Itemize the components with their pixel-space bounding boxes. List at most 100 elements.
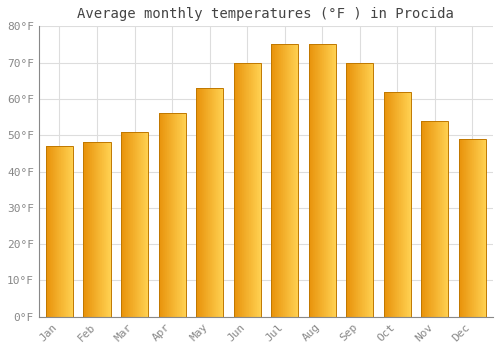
Bar: [368, 63, 370, 317]
Bar: [208, 88, 209, 317]
Bar: [441, 121, 442, 317]
Bar: [308, 44, 336, 317]
Bar: [144, 132, 146, 317]
Bar: [176, 113, 177, 317]
Bar: [280, 44, 281, 317]
Bar: [362, 63, 363, 317]
Bar: [327, 44, 328, 317]
Bar: [243, 63, 244, 317]
Bar: [240, 63, 241, 317]
Bar: [164, 113, 166, 317]
Bar: [396, 92, 398, 317]
Bar: [445, 121, 446, 317]
Bar: [358, 63, 359, 317]
Bar: [135, 132, 136, 317]
Bar: [465, 139, 466, 317]
Bar: [256, 63, 258, 317]
Bar: [438, 121, 439, 317]
Bar: [480, 139, 482, 317]
Bar: [430, 121, 431, 317]
Bar: [408, 92, 409, 317]
Bar: [293, 44, 294, 317]
Bar: [404, 92, 405, 317]
Bar: [359, 63, 360, 317]
Bar: [275, 44, 276, 317]
Bar: [93, 142, 94, 317]
Bar: [400, 92, 402, 317]
Bar: [295, 44, 296, 317]
Bar: [134, 132, 136, 317]
Bar: [388, 92, 390, 317]
Bar: [369, 63, 370, 317]
Bar: [178, 113, 179, 317]
Bar: [422, 121, 424, 317]
Bar: [249, 63, 250, 317]
Bar: [132, 132, 134, 317]
Bar: [328, 44, 329, 317]
Bar: [331, 44, 332, 317]
Bar: [334, 44, 335, 317]
Bar: [137, 132, 138, 317]
Bar: [346, 63, 374, 317]
Bar: [461, 139, 462, 317]
Bar: [99, 142, 100, 317]
Bar: [314, 44, 315, 317]
Bar: [71, 146, 72, 317]
Bar: [289, 44, 290, 317]
Title: Average monthly temperatures (°F ) in Procida: Average monthly temperatures (°F ) in Pr…: [78, 7, 454, 21]
Bar: [476, 139, 477, 317]
Bar: [252, 63, 254, 317]
Bar: [142, 132, 144, 317]
Bar: [473, 139, 474, 317]
Bar: [333, 44, 334, 317]
Bar: [60, 146, 61, 317]
Bar: [108, 142, 109, 317]
Bar: [234, 63, 235, 317]
Bar: [347, 63, 348, 317]
Bar: [210, 88, 211, 317]
Bar: [431, 121, 432, 317]
Bar: [318, 44, 319, 317]
Bar: [46, 146, 73, 317]
Bar: [272, 44, 274, 317]
Bar: [471, 139, 472, 317]
Bar: [292, 44, 293, 317]
Bar: [236, 63, 237, 317]
Bar: [86, 142, 87, 317]
Bar: [390, 92, 392, 317]
Bar: [46, 146, 48, 317]
Bar: [325, 44, 326, 317]
Bar: [94, 142, 95, 317]
Bar: [238, 63, 239, 317]
Bar: [177, 113, 178, 317]
Bar: [70, 146, 71, 317]
Bar: [63, 146, 64, 317]
Bar: [437, 121, 438, 317]
Bar: [316, 44, 317, 317]
Bar: [271, 44, 272, 317]
Bar: [136, 132, 138, 317]
Bar: [102, 142, 103, 317]
Bar: [322, 44, 323, 317]
Bar: [313, 44, 314, 317]
Bar: [447, 121, 448, 317]
Bar: [350, 63, 351, 317]
Bar: [291, 44, 292, 317]
Bar: [180, 113, 181, 317]
Bar: [100, 142, 101, 317]
Bar: [326, 44, 327, 317]
Bar: [273, 44, 274, 317]
Bar: [174, 113, 175, 317]
Bar: [67, 146, 68, 317]
Bar: [220, 88, 221, 317]
Bar: [349, 63, 350, 317]
Bar: [284, 44, 285, 317]
Bar: [64, 146, 65, 317]
Bar: [352, 63, 353, 317]
Bar: [209, 88, 210, 317]
Bar: [284, 44, 286, 317]
Bar: [370, 63, 372, 317]
Bar: [56, 146, 57, 317]
Bar: [159, 113, 160, 317]
Bar: [258, 63, 260, 317]
